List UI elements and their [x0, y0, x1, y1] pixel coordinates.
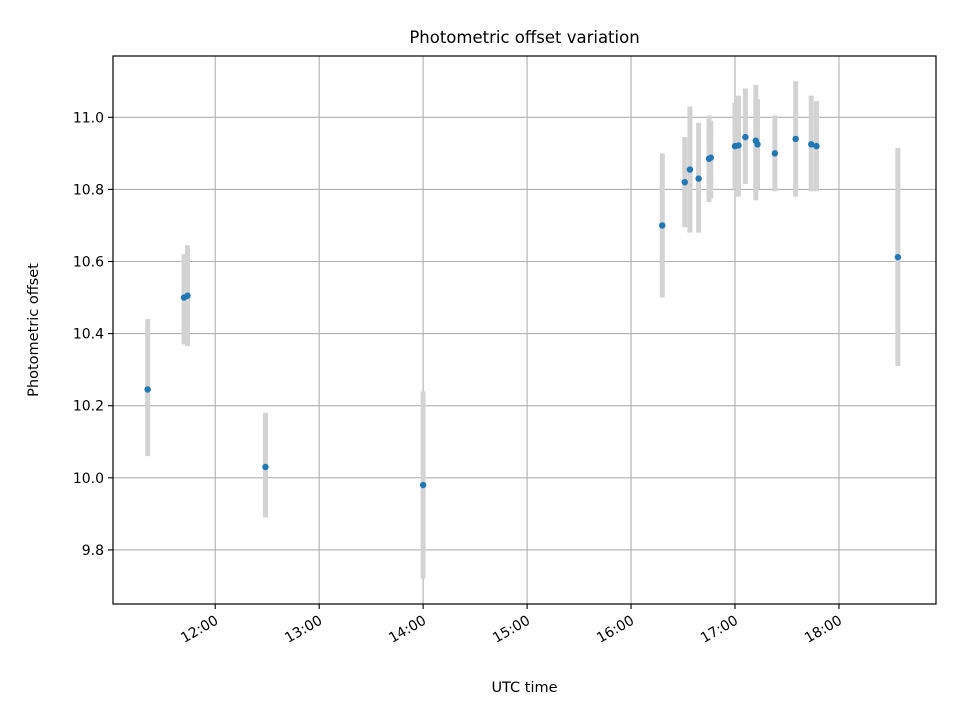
data-point [808, 141, 815, 148]
y-tick-label: 10.8 [73, 182, 104, 198]
data-point [771, 150, 779, 157]
data-point [813, 142, 820, 150]
gridlines [113, 56, 936, 604]
chart-title: Photometric offset variation [409, 28, 639, 47]
data-point [742, 133, 749, 141]
data-point [144, 386, 151, 393]
y-axis-label: Photometric offset [26, 263, 42, 397]
data-point [262, 463, 269, 471]
data-points [144, 133, 902, 489]
y-tick-label: 10.2 [73, 399, 104, 415]
y-tick-label: 10.0 [73, 471, 104, 487]
data-point [681, 178, 688, 186]
data-point [659, 222, 666, 229]
plot-frame [112, 55, 937, 605]
data-point [695, 175, 702, 182]
data-point [686, 166, 694, 173]
y-tick-label: 11.0 [73, 110, 104, 126]
y-tick-label: 10.6 [73, 255, 104, 271]
y-tick-label: 10.4 [73, 327, 104, 343]
data-point [754, 141, 761, 148]
data-point [707, 154, 714, 161]
data-point [735, 142, 742, 149]
data-point [184, 292, 191, 299]
data-point [894, 253, 902, 261]
data-point [419, 481, 427, 489]
y-axis-ticks: 9.8 10.0 10.2 10.4 10.6 10.8 11.0 [73, 110, 113, 559]
x-axis-label: UTC time [491, 680, 557, 696]
data-point [792, 135, 799, 143]
y-tick-label: 9.8 [82, 543, 104, 559]
